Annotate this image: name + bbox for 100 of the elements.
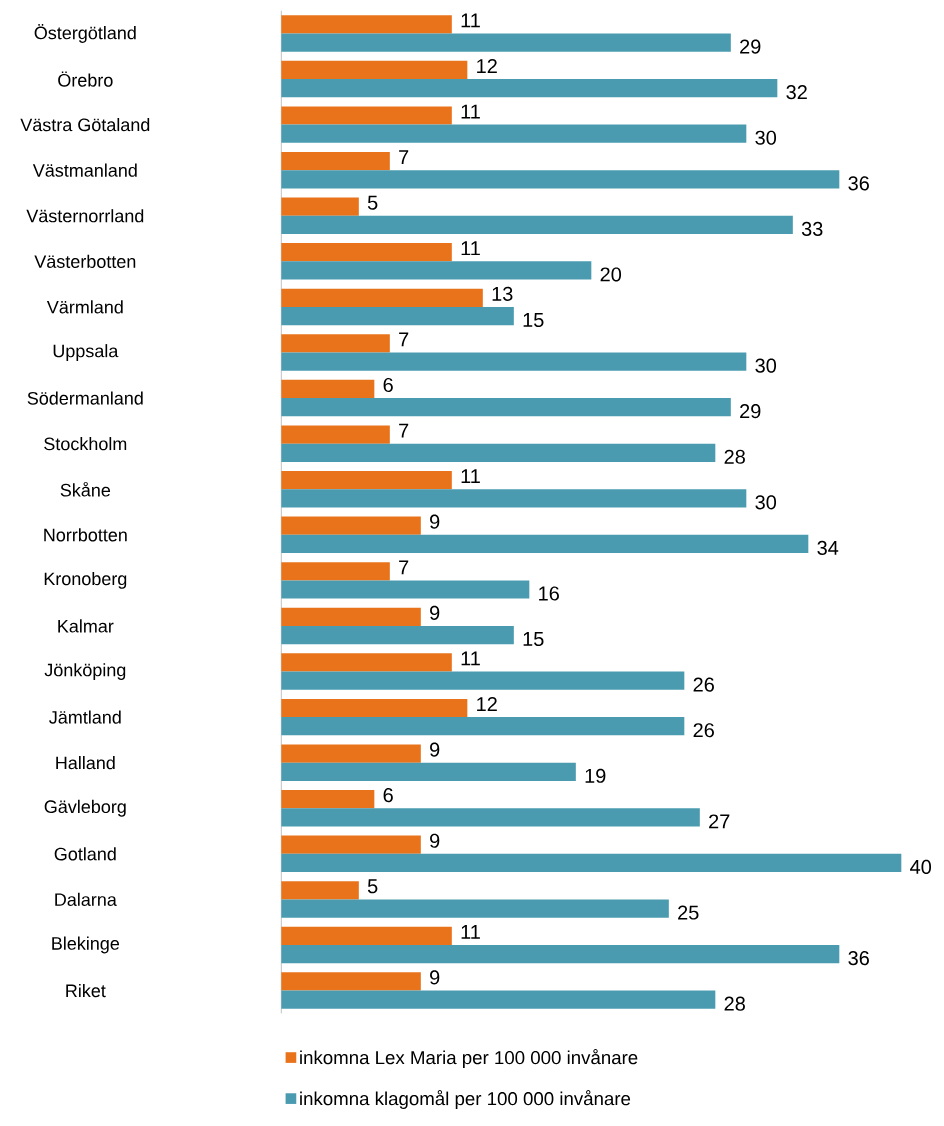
y-tick-label: Kalmar [58, 619, 114, 633]
y-tick-label: Gotland [54, 847, 116, 861]
y-tick-label: Kronoberg [44, 571, 127, 589]
bar [281, 853, 902, 873]
y-tick-label: Västra Götaland [20, 118, 150, 132]
data-label: 9 [430, 742, 440, 757]
data-label: 32 [786, 85, 807, 100]
bar [281, 625, 514, 645]
bar [281, 261, 592, 280]
data-label: 9 [430, 970, 440, 985]
bar [281, 79, 778, 98]
data-label: 7 [399, 150, 409, 164]
data-label: 11 [461, 13, 480, 28]
bar [281, 698, 468, 718]
data-label: 11 [461, 924, 480, 939]
bar [281, 534, 809, 554]
bar [281, 443, 716, 462]
data-label: 28 [724, 449, 745, 464]
y-tick-label: Södermanland [27, 391, 143, 405]
bar [281, 717, 685, 736]
y-tick-label: Örebro [58, 71, 113, 87]
data-label: 5 [367, 195, 378, 210]
data-label: 40 [910, 859, 932, 875]
y-tick-label: Gävleborg [44, 799, 126, 817]
data-label: 13 [492, 286, 513, 301]
data-label: 11 [461, 469, 480, 483]
data-label: 15 [523, 313, 544, 328]
data-label: 20 [600, 267, 622, 282]
bar [281, 835, 421, 854]
data-label: 6 [383, 788, 393, 803]
bar [281, 653, 452, 672]
bar [281, 744, 421, 763]
bar [281, 990, 716, 1009]
bar [281, 288, 483, 307]
bar [281, 881, 359, 900]
data-label: 33 [801, 221, 823, 236]
bar [281, 790, 375, 809]
data-label: 11 [461, 651, 480, 666]
legend-label: inkomna klagomål per 100 000 invånare [300, 1090, 631, 1109]
bar [281, 562, 390, 581]
data-label: 15 [523, 632, 544, 647]
bar [281, 379, 375, 399]
y-tick-label: Västerbotten [34, 254, 136, 268]
legend-label: inkomna Lex Maria per 100 000 invånare [300, 1049, 638, 1068]
data-label: 9 [430, 605, 440, 620]
bar [281, 671, 685, 690]
data-label: 29 [740, 39, 761, 54]
y-tick-label: Blekinge [52, 936, 120, 954]
bar [281, 33, 731, 52]
data-label: 19 [585, 768, 606, 783]
data-label: 30 [755, 130, 777, 145]
data-label: 26 [693, 677, 714, 692]
data-label: 28 [724, 996, 745, 1011]
data-label: 11 [461, 104, 480, 119]
bar [281, 398, 731, 417]
bar [281, 762, 576, 781]
bar [281, 944, 840, 964]
bar [281, 580, 530, 599]
y-tick-label: Norrbotten [44, 528, 127, 542]
bar [281, 151, 390, 171]
bar [281, 352, 747, 371]
data-label: 12 [477, 697, 497, 711]
y-tick-label: Riket [66, 983, 106, 998]
data-label: 11 [461, 241, 480, 256]
data-label: 6 [383, 377, 393, 393]
data-label: 9 [430, 514, 440, 529]
bar [281, 197, 359, 216]
y-tick-label: Östergötland [34, 24, 136, 43]
y-tick-label: Värmland [46, 300, 123, 314]
bar [281, 926, 452, 945]
y-tick-label: Stockholm [44, 437, 127, 451]
bar [281, 607, 421, 626]
bar [281, 425, 390, 444]
bar [281, 306, 514, 326]
bar [281, 471, 452, 490]
bar [281, 972, 421, 991]
data-label: 36 [848, 951, 869, 966]
y-tick-label: Västmanland [32, 163, 137, 177]
y-tick-label: Skåne [60, 481, 111, 497]
bar [281, 243, 452, 262]
bar [281, 516, 421, 535]
bar [281, 124, 747, 143]
data-label: 36 [848, 176, 869, 191]
bar [281, 489, 747, 508]
data-label: 29 [740, 404, 761, 419]
data-label: 34 [817, 540, 839, 555]
data-label: 30 [755, 495, 777, 510]
bar [281, 106, 452, 125]
bar [281, 170, 840, 189]
data-label: 5 [367, 879, 378, 894]
bar [281, 808, 700, 827]
data-label: 7 [399, 332, 409, 347]
data-label: 30 [755, 358, 777, 373]
data-label: 7 [399, 560, 409, 575]
data-label: 26 [693, 723, 714, 738]
data-label: 7 [399, 423, 409, 438]
y-tick-label: Halland [56, 756, 115, 770]
data-label: 16 [539, 586, 559, 601]
data-label: 12 [477, 58, 497, 73]
bar [281, 15, 452, 34]
